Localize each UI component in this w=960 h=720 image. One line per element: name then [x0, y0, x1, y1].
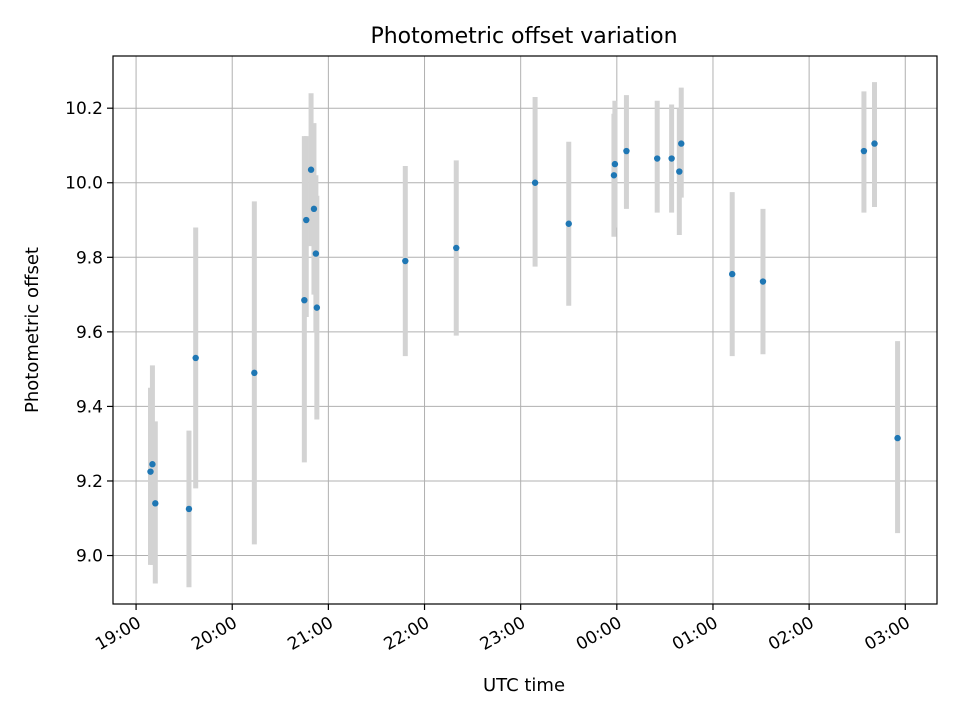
data-point — [894, 434, 901, 442]
data-point — [453, 244, 460, 252]
data-point — [871, 140, 878, 147]
data-point — [312, 250, 320, 257]
data-point — [623, 147, 630, 155]
y-tick-label: 9.8 — [76, 248, 103, 268]
y-tick-label: 10.2 — [65, 99, 103, 119]
data-point — [678, 140, 685, 147]
x-axis-label: UTC time — [483, 675, 565, 696]
data-points — [147, 140, 901, 513]
data-point — [152, 500, 159, 507]
y-axis-label: Photometric offset — [22, 247, 43, 413]
data-point — [301, 296, 308, 304]
grid — [113, 56, 937, 604]
data-point — [668, 155, 675, 162]
chart-title: Photometric offset variation — [370, 24, 677, 49]
y-tick-label: 9.6 — [76, 323, 103, 343]
data-point — [192, 354, 199, 362]
y-axis: 9.0 9.2 9.4 9.6 9.8 10.0 10.2 — [65, 99, 113, 567]
y-tick-label: 10.0 — [65, 174, 103, 194]
y-tick-label: 9.0 — [76, 547, 103, 567]
data-point — [565, 220, 572, 227]
data-point — [611, 160, 619, 168]
y-tick-label: 9.4 — [76, 397, 103, 417]
data-point — [531, 179, 539, 186]
data-point — [310, 205, 318, 213]
data-point — [149, 461, 156, 468]
y-tick-label: 9.2 — [76, 472, 103, 492]
data-point — [729, 270, 736, 278]
data-point — [313, 304, 321, 311]
data-point — [303, 216, 310, 224]
data-point — [610, 172, 618, 179]
data-point — [251, 369, 258, 377]
data-point — [860, 147, 868, 155]
data-point — [676, 168, 683, 175]
data-point — [147, 468, 154, 475]
data-point — [402, 257, 409, 265]
data-point — [307, 166, 315, 173]
plot-frame — [112, 55, 938, 605]
data-point — [759, 278, 767, 285]
data-point — [654, 155, 661, 162]
data-point — [185, 505, 193, 513]
